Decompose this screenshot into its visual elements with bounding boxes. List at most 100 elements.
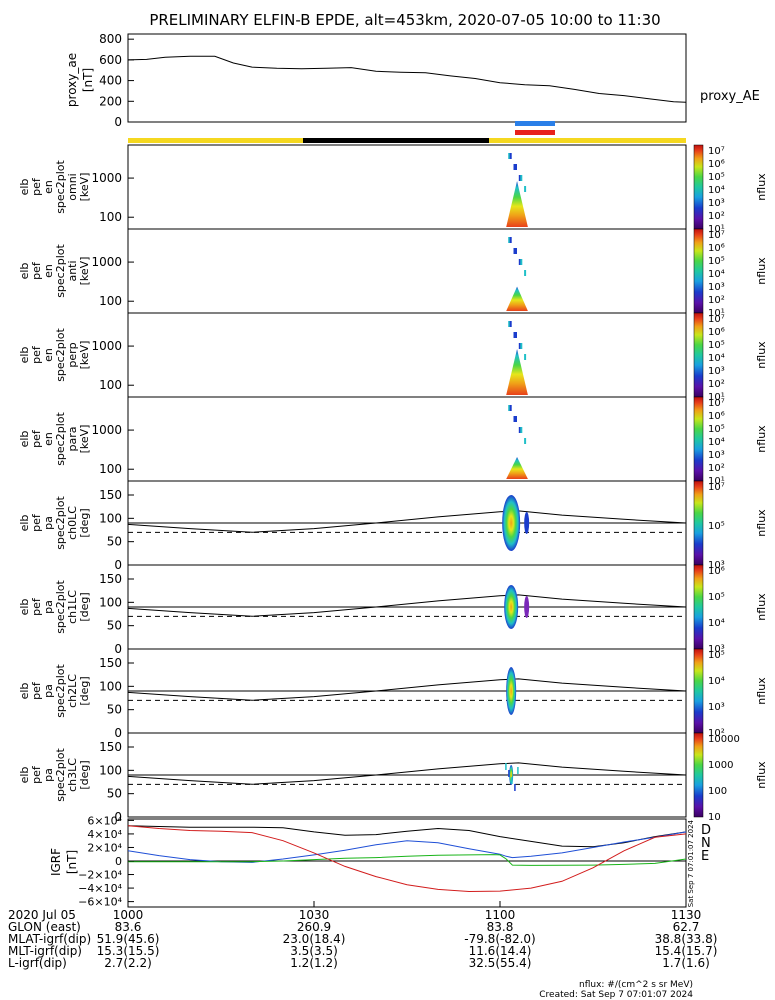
pitch-ylabel-line: elb — [18, 767, 31, 784]
energy-panel-3: 1000 100 elb pef en spec2plot perp [keV] — [18, 312, 687, 398]
pitch-ylabel-line: ch3LC — [66, 758, 79, 792]
ephemeris-value: 260.9 — [297, 920, 331, 934]
proxy-ae-ylabel-line1: proxy_ae — [65, 53, 79, 107]
colorbar-6: 10⁶ 10⁵ 10⁴ 10³ nflux — [693, 564, 768, 655]
pitch-tick-150: 150 — [99, 656, 122, 670]
igrf-ylabel-line2: [nT] — [65, 850, 79, 874]
igrf-tick-label: 6×10⁴ — [87, 814, 122, 827]
ephemeris-value: 1100 — [485, 908, 516, 922]
colorbar-tick-label: 10¹ — [708, 308, 725, 319]
pitch-ylabel-line: [deg] — [78, 592, 91, 621]
colorbar-tick-label: 10³ — [708, 560, 725, 571]
energy-event-pixel — [518, 175, 521, 181]
ephemeris-value: 83.8 — [487, 920, 514, 934]
pitch-ylabel-line: elb — [18, 599, 31, 616]
energy-event-pixel — [509, 321, 512, 327]
energy-event-pixel — [520, 343, 523, 349]
colorbar-gradient — [693, 480, 704, 566]
energy-event-pixel — [518, 259, 521, 265]
energy-event-pixel — [520, 175, 523, 181]
pitch-event-blob — [506, 667, 517, 715]
colorbar-tick-label: 10⁴ — [708, 269, 725, 280]
energy-ylabel-line: en — [42, 264, 55, 278]
colorbar-label: nflux — [755, 173, 768, 201]
colorbar-tick-label: 10³ — [708, 282, 725, 293]
ephemeris-value: 3.5(3.5) — [290, 944, 338, 958]
energy-tick-100: 100 — [99, 294, 122, 308]
colorbar-gradient — [693, 396, 704, 482]
energy-event-pixel — [515, 248, 517, 254]
colorbar-gradient — [693, 144, 704, 230]
panel-proxy-ae-frame — [127, 33, 687, 123]
ephemeris-value: 32.5(55.4) — [469, 956, 532, 970]
colorbar-3: 10⁷ 10⁶ 10⁵ 10⁴ 10³ 10² 10¹ nflux — [693, 312, 768, 403]
pitch-ylabel-line: spec2plot — [54, 580, 67, 634]
energy-ylabel-line: [keV] — [78, 173, 91, 202]
igrf-tick-label: 4×10⁴ — [87, 828, 122, 841]
igrf-tick-label: 2×10⁴ — [87, 841, 122, 854]
ephemeris-value: 11.6(14.4) — [469, 944, 532, 958]
pitch-event-pixel — [514, 784, 516, 791]
energy-ylabel-line: [keV] — [78, 425, 91, 454]
energy-tick-100: 100 — [99, 378, 122, 392]
ephemeris-value: 15.4(15.7) — [655, 944, 718, 958]
igrf-tick-label: −6×10⁴ — [78, 896, 122, 909]
energy-event-pixel — [513, 248, 516, 254]
energy-event-pixel — [508, 321, 511, 327]
pitch-tick-0: 0 — [114, 726, 122, 740]
colorbar-label: nflux — [755, 509, 768, 537]
loss-cone-line — [127, 594, 687, 617]
pitch-ylabel-line: pef — [30, 681, 43, 700]
pitch-ylabel-line: pa — [42, 684, 55, 698]
footer-created: Created: Sat Sep 7 07:01:07 2024 — [539, 990, 693, 1000]
pitch-ylabel-line: ch1LC — [66, 590, 79, 624]
ephemeris-value: 83.6 — [115, 920, 142, 934]
pitch-tick-150: 150 — [99, 740, 122, 754]
pitch-ylabel-line: spec2plot — [54, 496, 67, 550]
colorbar-tick-label: 10⁶ — [708, 411, 725, 422]
energy-event-pixel — [513, 332, 516, 338]
pitch-event-secondary — [524, 596, 530, 618]
energy-ylabel-line: pef — [30, 429, 43, 448]
colorbar-tick-label: 10⁵ — [708, 256, 725, 267]
ephemeris-value: 51.9(45.6) — [97, 932, 160, 946]
colorbar-5: 10⁷ 10⁵ 10³ nflux — [693, 480, 768, 571]
energy-tick-1000: 1000 — [91, 339, 122, 353]
igrf-series-D — [127, 825, 687, 893]
colorbar-tick-label: 10⁵ — [708, 424, 725, 435]
energy-ylabel-line: pef — [30, 177, 43, 196]
colorbar-gradient — [693, 648, 704, 734]
colorbar-tick-label: 10⁵ — [708, 650, 725, 661]
energy-ylabel-line: en — [42, 348, 55, 362]
energy-tick-1000: 1000 — [91, 171, 122, 185]
ephemeris-value: 38.8(33.8) — [655, 932, 718, 946]
energy-ylabel-line: spec2plot — [54, 244, 67, 298]
energy-event-flux — [506, 181, 528, 227]
energy-event-pixel — [509, 405, 512, 411]
colorbar-tick-label: 10² — [708, 379, 725, 390]
colorbar-tick-label: 10⁴ — [708, 353, 725, 364]
pitch-tick-50: 50 — [107, 787, 122, 801]
colorbar-tick-label: 10³ — [708, 366, 725, 377]
energy-ylabel-line: para — [66, 427, 79, 452]
ephemeris-row-label: 2020 Jul 05 — [8, 908, 76, 922]
igrf-series-total — [127, 825, 687, 848]
ephemeris-row-label: L-igrf(dip) — [8, 956, 67, 970]
energy-panel-frame — [127, 396, 687, 482]
energy-event-pixel — [520, 259, 523, 265]
energy-ylabel-line: omni — [66, 173, 79, 200]
colorbar-tick-label: 10⁴ — [708, 676, 725, 687]
pitch-event-pixel — [505, 763, 507, 770]
energy-ylabel-line: [keV] — [78, 341, 91, 370]
pitch-event-pixel — [511, 777, 513, 784]
energy-ylabel-line: pef — [30, 261, 43, 280]
pitch-event-pixel — [508, 770, 510, 777]
pitch-tick-100: 100 — [99, 679, 122, 693]
colorbar-tick-label: 10¹ — [708, 476, 725, 487]
colorbar-tick-label: 10⁶ — [708, 159, 725, 170]
colorbar-gradient — [693, 312, 704, 398]
footer-units: nflux: #/(cm^2 s sr MeV) — [579, 980, 693, 990]
